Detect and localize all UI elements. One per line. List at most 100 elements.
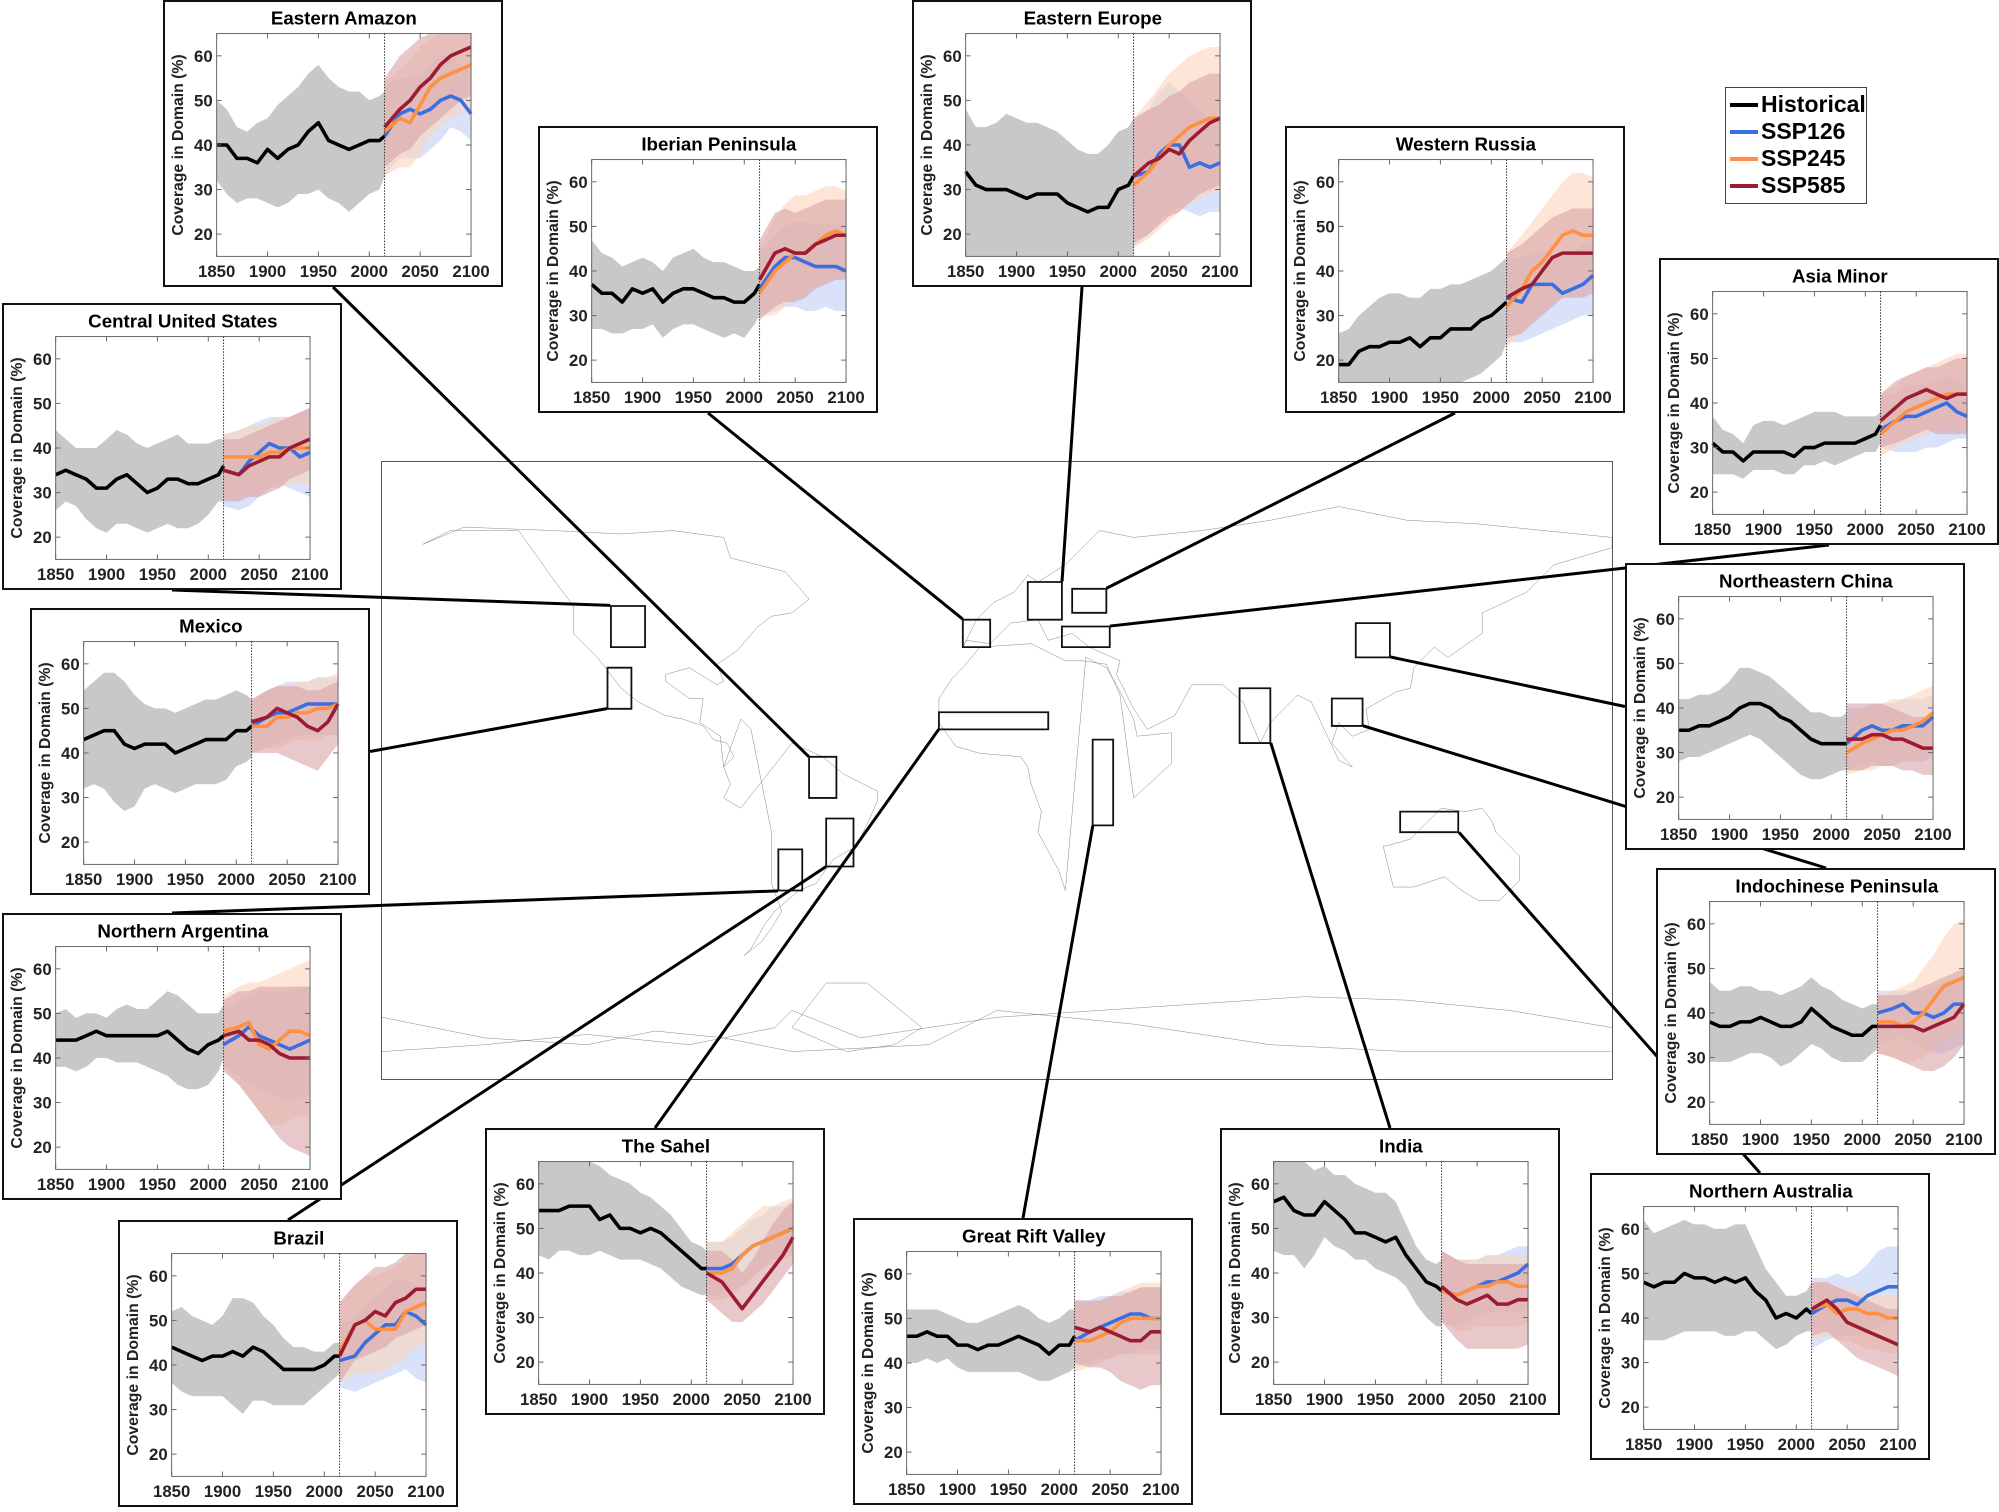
chart-title: Mexico (179, 616, 242, 637)
y-tick-label: 50 (1621, 1264, 1640, 1283)
y-tick-label: 50 (33, 394, 52, 413)
chart-title: Western Russia (1396, 134, 1537, 155)
world-map-outline (382, 462, 1612, 1079)
x-tick-label: 2100 (319, 870, 356, 889)
x-tick-label: 2100 (1914, 825, 1951, 844)
region-box (939, 712, 1048, 729)
x-tick-label: 1850 (37, 565, 74, 584)
series-line-ssp585 (1440, 1285, 1529, 1306)
y-axis-label: Coverage in Domain (%) (860, 1272, 877, 1453)
legend-label: Historical (1761, 91, 1866, 117)
x-tick-label: 1950 (675, 388, 712, 407)
chart-title: Iberian Peninsula (641, 134, 797, 155)
chart-svg: Great Rift Valley 20 30 40 50 60 1850 1900 1950 2… (860, 1226, 1180, 1499)
x-tick-label: 2000 (306, 1482, 343, 1501)
y-tick-label: 40 (943, 136, 962, 155)
chart-title: Brazil (273, 1228, 324, 1249)
chart-svg: Indochinese Peninsula 20 30 40 50 60 1850 1900 1… (1663, 876, 1983, 1149)
y-tick-label: 30 (1251, 1308, 1270, 1327)
series-line-ssp585 (1132, 116, 1221, 178)
series-line-historical (964, 170, 1136, 214)
y-tick-label: 40 (1690, 394, 1709, 413)
y-tick-label: 40 (516, 1264, 535, 1283)
panel-the-sahel: The Sahel 20 30 40 50 60 1850 1900 1950 2000 2050 2… (485, 1128, 825, 1415)
y-tick-label: 50 (149, 1311, 168, 1330)
panel-northern-argentina: Northern Argentina 20 30 40 50 60 1850 1900 1950… (2, 913, 342, 1200)
x-tick-label: 2100 (1201, 262, 1238, 281)
x-tick-label: 1850 (520, 1390, 557, 1409)
y-tick-label: 60 (569, 173, 588, 192)
y-tick-label: 60 (1621, 1220, 1640, 1239)
x-tick-label: 1900 (249, 262, 286, 281)
y-tick-label: 60 (61, 655, 80, 674)
x-tick-label: 1950 (622, 1390, 659, 1409)
region-box (1240, 688, 1271, 743)
x-tick-label: 1900 (939, 1480, 976, 1499)
uncertainty-band-ssp585 (1133, 73, 1221, 243)
y-axis-label: Coverage in Domain (%) (1227, 1182, 1244, 1363)
region-box (1072, 589, 1106, 613)
y-axis-label: Coverage in Domain (%) (919, 54, 936, 235)
x-tick-label: 2000 (1847, 520, 1884, 539)
legend-swatch-ssp126 (1730, 129, 1758, 134)
y-tick-label: 20 (943, 225, 962, 244)
x-tick-label: 2100 (1879, 1435, 1916, 1454)
x-tick-label: 2100 (827, 388, 864, 407)
x-tick-label: 2050 (1151, 262, 1188, 281)
legend-label: SSP585 (1761, 172, 1846, 198)
series-line-ssp585 (337, 1287, 427, 1357)
region-box (809, 757, 836, 798)
series-line-ssp245 (1132, 116, 1221, 187)
y-tick-label: 60 (1687, 915, 1706, 934)
series-line-ssp245 (223, 446, 311, 459)
series-line-ssp126 (339, 1309, 428, 1363)
y-axis-label: Coverage in Domain (%) (1666, 312, 1683, 493)
y-tick-label: 50 (943, 91, 962, 110)
x-tick-label: 1950 (1793, 1130, 1830, 1149)
series-line-ssp245 (1441, 1280, 1529, 1298)
y-tick-label: 30 (1656, 743, 1675, 762)
y-tick-label: 30 (33, 1093, 52, 1112)
coastline (1383, 808, 1520, 901)
y-tick-label: 30 (1690, 438, 1709, 457)
y-tick-label: 50 (1251, 1219, 1270, 1238)
x-tick-label: 2050 (1898, 520, 1935, 539)
y-axis-label: Coverage in Domain (%) (492, 1182, 509, 1363)
x-tick-label: 2000 (190, 1175, 227, 1194)
coastline (423, 527, 877, 955)
x-tick-label: 2100 (291, 565, 328, 584)
y-tick-label: 50 (1316, 217, 1335, 236)
chart-svg: Central United States 20 30 40 50 60 1850 1900 1… (9, 311, 329, 584)
uncertainty-band-ssp585 (1506, 208, 1594, 338)
x-tick-label: 2000 (1408, 1390, 1445, 1409)
panel-eastern-amazon: Eastern Amazon 20 30 40 50 60 1850 1900 1950 2000… (163, 0, 503, 287)
series-line-historical (1338, 300, 1508, 367)
y-tick-label: 40 (194, 136, 213, 155)
panel-brazil: Brazil 20 30 40 50 60 1850 1900 1950 2000 2050 2100… (118, 1220, 458, 1507)
x-tick-label: 2100 (1509, 1390, 1546, 1409)
series-line-ssp245 (251, 702, 339, 729)
y-tick-label: 50 (1690, 349, 1709, 368)
x-tick-label: 2050 (1092, 1480, 1129, 1499)
chart-title: The Sahel (622, 1136, 710, 1157)
legend-swatch-ssp245 (1730, 156, 1758, 161)
chart-svg: Eastern Amazon 20 30 40 50 60 1850 1900 1950 2000… (170, 8, 490, 281)
y-axis-label: Coverage in Domain (%) (1597, 1227, 1614, 1408)
y-tick-label: 50 (1687, 959, 1706, 978)
chart-svg: Northeastern China 20 30 40 50 60 1850 1900 1950… (1632, 571, 1952, 844)
y-tick-label: 60 (1656, 610, 1675, 629)
x-tick-label: 1850 (153, 1482, 190, 1501)
y-tick-label: 50 (516, 1219, 535, 1238)
panel-indochinese-peninsula: Indochinese Peninsula 20 30 40 50 60 1850 1900 1… (1656, 868, 1996, 1155)
uncertainty-band-historical (1643, 1219, 1812, 1350)
uncertainty-band-historical (171, 1298, 340, 1414)
y-tick-label: 20 (1656, 788, 1675, 807)
chart-title: India (1379, 1136, 1423, 1157)
y-axis-label: Coverage in Domain (%) (170, 54, 187, 235)
x-tick-label: 2000 (726, 388, 763, 407)
panel-northern-australia: Northern Australia 20 30 40 50 60 1850 1900 1950… (1590, 1173, 1930, 1460)
y-tick-label: 20 (194, 225, 213, 244)
chart-svg: Iberian Peninsula 20 30 40 50 60 1850 1900 1950 2… (545, 134, 865, 407)
series-line-ssp245 (1505, 229, 1594, 308)
panel-eastern-europe: Eastern Europe 20 30 40 50 60 1850 1900 1950 2000… (912, 0, 1252, 287)
